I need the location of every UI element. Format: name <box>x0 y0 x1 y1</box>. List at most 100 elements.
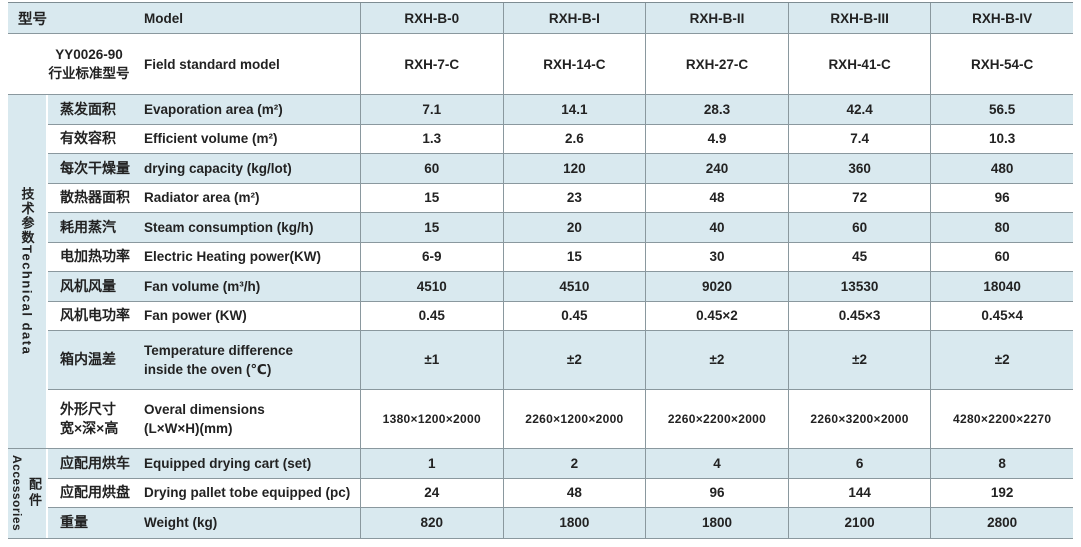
cell-value: 0.45×3 <box>787 301 931 330</box>
table-row: 电加热功率 Electric Heating power(KW) 6-9 15 30… <box>48 242 1073 272</box>
cell-value: RXH-B-I <box>502 3 646 33</box>
cell-value: ±1 <box>360 331 503 389</box>
cell-value: 6-9 <box>360 242 503 271</box>
cell-value: 2100 <box>787 508 931 538</box>
model-values: RXH-B-0 RXH-B-I RXH-B-II RXH-B-III RXH-B-IV <box>360 3 1073 33</box>
cell-value: RXH-B-0 <box>360 3 503 33</box>
cell-value: ±2 <box>502 331 646 389</box>
standard-code: YY0026-90 <box>55 47 123 62</box>
row-label-cn: 重量 <box>60 514 88 531</box>
section-label-en: Accessories <box>10 455 24 532</box>
cell-value: 0.45×4 <box>930 301 1073 330</box>
cell-value: 7.4 <box>787 124 931 153</box>
cell-value: 42.4 <box>787 95 931 124</box>
cell-value: 13530 <box>787 272 931 301</box>
cell-value: 360 <box>787 154 931 183</box>
table-row-model: 型号 Model RXH-B-0 RXH-B-I RXH-B-II RXH-B-III… <box>8 3 1073 34</box>
cell-value: 4510 <box>360 272 503 301</box>
standard-label-cn-text: 行业标准型号 <box>48 66 130 81</box>
table-row: 外形尺寸 宽×深×高 Overal dimensions (L×W×H)(mm)… <box>48 389 1073 448</box>
cell-value: 60 <box>787 213 931 242</box>
cell-value: RXH-41-C <box>787 34 931 94</box>
cell-value: 60 <box>930 242 1073 271</box>
cell-value: 2 <box>502 449 646 478</box>
cell-value: RXH-B-II <box>645 3 788 33</box>
cell-value: RXH-B-IV <box>930 3 1073 33</box>
cell-value: 1800 <box>645 508 788 538</box>
section-accessories: Accessories 配件 应配用烘车 Equipped drying car… <box>8 449 1073 539</box>
cell-value: 30 <box>645 242 788 271</box>
cell-value: 8 <box>930 449 1073 478</box>
row-label-en: Equipped drying cart (set) <box>144 455 312 471</box>
cell-value: 20 <box>502 213 646 242</box>
table-row: 每次干燥量 drying capacity (kg/lot) 60 120 240 3… <box>48 154 1073 184</box>
cell-value: 480 <box>930 154 1073 183</box>
row-label-en: Fan volume (m³/h) <box>144 278 261 294</box>
cell-value: 2800 <box>930 508 1073 538</box>
row-values: 15 20 40 60 80 <box>360 213 1073 242</box>
cell-value: RXH-14-C <box>502 34 646 94</box>
table-row: 有效容积 Efficient volume (m²) 1.3 2.6 4.9 7.4 1… <box>48 124 1073 154</box>
standard-label-en: Field standard model <box>144 56 280 72</box>
row-values: 820 1800 1800 2100 2800 <box>360 508 1073 538</box>
section-label-accessories: Accessories 配件 <box>10 455 44 531</box>
cell-value: 120 <box>502 154 646 183</box>
row-label-en: Electric Heating power(KW) <box>144 249 322 265</box>
table-row: 散热器面积 Radiator area (m²) 15 23 48 72 96 <box>48 183 1073 213</box>
row-values: ±1 ±2 ±2 ±2 ±2 <box>360 331 1073 389</box>
cell-value: 9020 <box>645 272 788 301</box>
row-label-cn: 应配用烘车 <box>60 454 130 471</box>
cell-value: 240 <box>645 154 788 183</box>
row-label-en: Evaporation area (m²) <box>144 101 283 117</box>
row-label-cn: 每次干燥量 <box>60 159 130 176</box>
model-label-en: Model <box>144 10 183 26</box>
row-values: 0.45 0.45 0.45×2 0.45×3 0.45×4 <box>360 301 1073 330</box>
table-row: 耗用蒸汽 Steam consumption (kg/h) 15 20 40 60 80 <box>48 213 1073 243</box>
cell-value: 24 <box>360 478 503 507</box>
cell-value: 15 <box>502 242 646 271</box>
cell-value: 6 <box>787 449 931 478</box>
row-label-cn: 散热器面积 <box>60 189 130 206</box>
section-label-cn: 技术参数 <box>19 187 35 246</box>
row-values: 4510 4510 9020 13530 18040 <box>360 272 1073 301</box>
spec-table: 型号 Model RXH-B-0 RXH-B-I RXH-B-II RXH-B-III… <box>8 2 1073 539</box>
row-label-en: Steam consumption (kg/h) <box>144 219 314 235</box>
row-label-cn: 耗用蒸汽 <box>60 218 116 235</box>
cell-value: 4 <box>645 449 788 478</box>
row-label-en: drying capacity (kg/lot) <box>144 160 292 176</box>
cell-value: ±2 <box>645 331 788 389</box>
standard-label-block: YY0026-90 行业标准型号 Field standard model <box>8 34 360 94</box>
row-values: 60 120 240 360 480 <box>360 154 1073 183</box>
cell-value: 23 <box>502 183 646 212</box>
section-label-cn: 配件 <box>27 477 42 510</box>
table-row: 蒸发面积 Evaporation area (m²) 7.1 14.1 28.3 42… <box>48 95 1073 125</box>
cell-value: RXH-54-C <box>930 34 1073 94</box>
cell-value: RXH-7-C <box>360 34 503 94</box>
model-label-cn: 型号 <box>18 11 47 28</box>
cell-value: RXH-B-III <box>787 3 931 33</box>
cell-value: 4.9 <box>645 124 788 153</box>
cell-value: 7.1 <box>360 95 503 124</box>
cell-value: 72 <box>787 183 931 212</box>
row-label-cn: 有效容积 <box>60 130 116 147</box>
row-values: 1.3 2.6 4.9 7.4 10.3 <box>360 124 1073 153</box>
cell-value: 96 <box>930 183 1073 212</box>
cell-value: 1.3 <box>360 124 503 153</box>
cell-value: 0.45 <box>360 301 503 330</box>
cell-value: 10.3 <box>930 124 1073 153</box>
section-label-en: Technical data <box>19 245 35 356</box>
cell-value: 15 <box>360 183 503 212</box>
cell-value: 80 <box>930 213 1073 242</box>
model-label-block: 型号 Model <box>8 3 360 33</box>
cell-value: 2.6 <box>502 124 646 153</box>
cell-value: 96 <box>645 478 788 507</box>
row-label-en: Weight (kg) <box>144 515 218 531</box>
cell-value: 1800 <box>502 508 646 538</box>
row-values: 24 48 96 144 192 <box>360 478 1073 507</box>
cell-value: 192 <box>930 478 1073 507</box>
row-values: 15 23 48 72 96 <box>360 183 1073 212</box>
row-label-en: Drying pallet tobe equipped (pc) <box>144 485 351 501</box>
table-row: 风机风量 Fan volume (m³/h) 4510 4510 9020 13530… <box>48 272 1073 302</box>
